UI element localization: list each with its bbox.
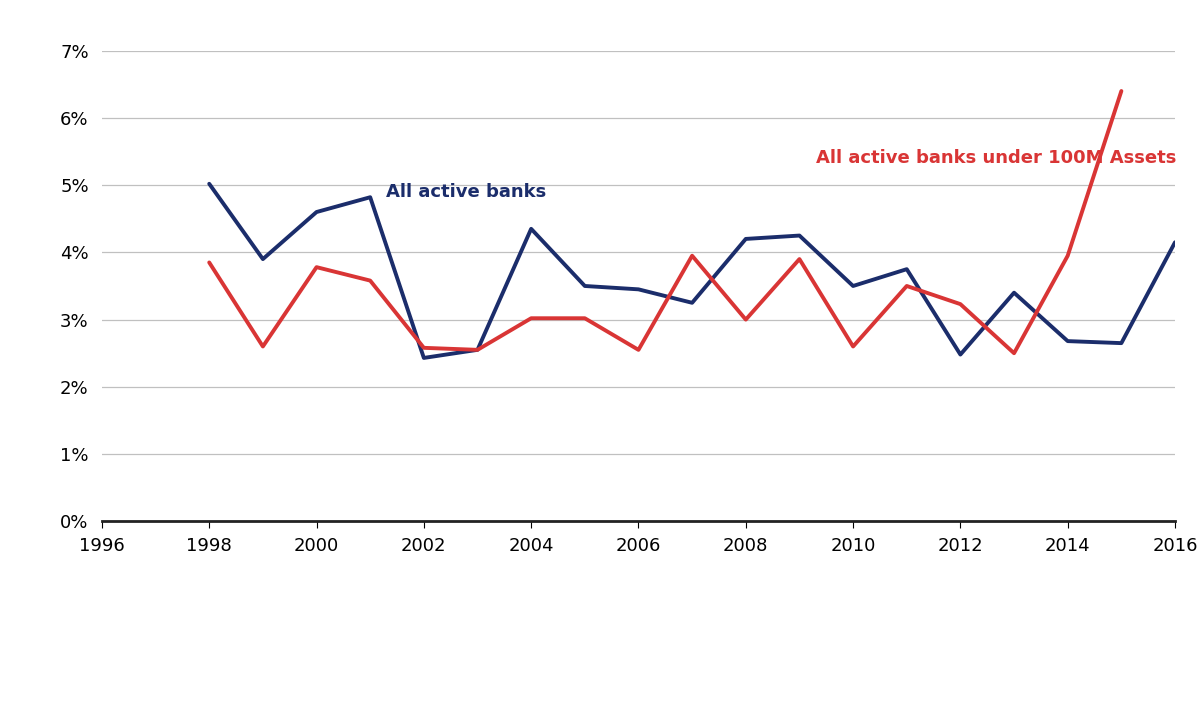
Text: All active banks: All active banks	[386, 183, 547, 201]
Text: All active banks under 100M Assets: All active banks under 100M Assets	[815, 149, 1176, 167]
